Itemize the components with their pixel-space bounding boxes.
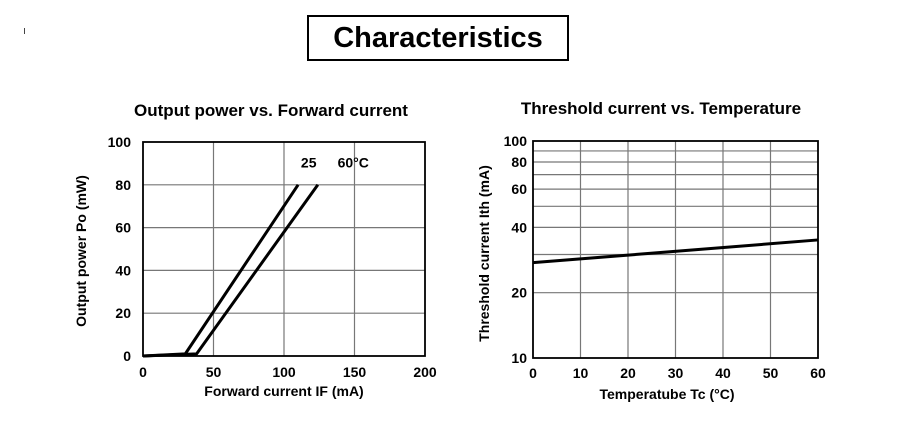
chart-1-x-axis-label: Forward current IF (mA) <box>204 383 363 399</box>
chart-2-x-axis-label: Temperatube Tc (°C) <box>600 386 735 402</box>
chart-2-y-tick-label: 100 <box>504 133 528 149</box>
chart-2-y-tick-label: 80 <box>511 154 527 170</box>
chart-2-x-tick-label: 50 <box>763 365 779 381</box>
chart-2-x-tick-label: 0 <box>529 365 537 381</box>
chart-1-x-tick-label: 150 <box>343 364 367 380</box>
chart-2-x-tick-label: 10 <box>573 365 589 381</box>
chart-2-x-tick-label: 30 <box>668 365 684 381</box>
chart-2-series-line-1 <box>532 238 819 265</box>
chart-1-x-tick-label: 100 <box>272 364 296 380</box>
chart-2-x-tick-label: 40 <box>715 365 731 381</box>
chart-1-y-tick-label: 80 <box>115 177 131 193</box>
chart-2-frame <box>532 140 819 359</box>
chart-1-y-tick-label: 20 <box>115 305 131 321</box>
chart-2-x-tick-label: 60 <box>810 365 826 381</box>
chart-1-y-tick-label: 40 <box>115 262 131 278</box>
chart-2-title: Threshold current vs. Temperature <box>520 99 802 118</box>
chart-1-y-tick-label: 100 <box>108 134 132 150</box>
chart-2-x-tick-label: 20 <box>620 365 636 381</box>
chart-1-y-tick-label: 0 <box>123 348 131 364</box>
page-title: Characteristics <box>307 15 569 61</box>
chart-2-y-axis-label: Threshold current Ith (mA) <box>476 165 492 342</box>
chart-1-x-tick-label: 0 <box>139 364 147 380</box>
chart-1-annotation: 60°C <box>338 155 369 171</box>
stray-mark <box>24 28 25 34</box>
chart-1-series-line-2 <box>142 183 320 358</box>
chart-1-annotation: 25 <box>301 155 317 171</box>
page-title-text: Characteristics <box>333 21 543 54</box>
chart-1-y-tick-label: 60 <box>115 220 131 236</box>
chart-1-x-tick-label: 50 <box>206 364 222 380</box>
chart-1-frame <box>142 141 426 357</box>
chart-1-title: Output power vs. Forward current <box>134 101 408 120</box>
chart-2-y-tick-label: 10 <box>511 350 527 366</box>
chart-1-y-axis-label: Output power Po (mW) <box>73 175 89 327</box>
chart-2-y-tick-label: 40 <box>511 219 527 235</box>
chart-1-x-tick-label: 200 <box>413 364 437 380</box>
chart-2-y-tick-label: 20 <box>511 285 527 301</box>
chart-2-y-tick-label: 60 <box>511 181 527 197</box>
